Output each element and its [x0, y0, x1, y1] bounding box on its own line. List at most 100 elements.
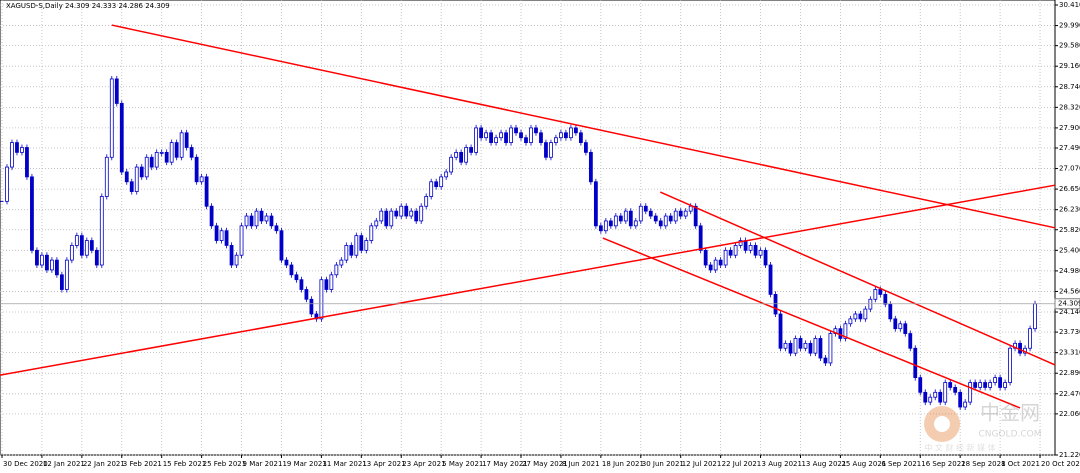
candle	[1018, 342, 1022, 354]
candle	[359, 235, 364, 251]
x-tick-label: 28 Sep 2021	[961, 460, 1005, 468]
y-tick-label: 24.140	[1059, 308, 1080, 316]
header-low: 24.286	[118, 2, 143, 10]
candle	[564, 132, 568, 139]
candle	[94, 249, 99, 266]
x-tick-label: 23 Apr 2021	[402, 460, 445, 468]
candle	[554, 137, 558, 143]
candle	[369, 225, 374, 241]
candle	[918, 377, 923, 393]
watermark-logo	[924, 406, 960, 442]
candle	[499, 132, 503, 139]
plot-area	[0, 0, 1056, 456]
y-tick-label: 29.160	[1059, 62, 1080, 70]
candle	[124, 171, 129, 183]
candle	[883, 293, 888, 305]
candle	[204, 176, 209, 207]
y-tick-label: 26.650	[1059, 185, 1080, 193]
candle	[249, 215, 254, 227]
candle	[274, 225, 279, 232]
candle	[319, 279, 324, 320]
candle	[569, 127, 573, 139]
candle	[334, 264, 339, 276]
candle	[40, 254, 44, 266]
candle	[144, 156, 149, 178]
candle	[489, 132, 493, 143]
candle	[643, 205, 648, 212]
candle	[933, 391, 938, 398]
candle	[399, 205, 404, 217]
candle	[119, 103, 124, 173]
candle	[139, 166, 144, 178]
candle	[524, 137, 528, 143]
candle	[768, 264, 773, 295]
candle	[409, 210, 414, 217]
x-tick-label: 13 Apr 2021	[362, 460, 405, 468]
candle	[389, 210, 394, 227]
x-tick-label: 19 Mar 2021	[282, 460, 326, 468]
candle	[743, 240, 748, 251]
candle	[603, 220, 608, 232]
x-tick-label: 6 Sep 2021	[881, 460, 921, 468]
candle	[708, 264, 713, 271]
candle	[84, 240, 89, 256]
symbol: XAGUSD-S,Daily	[6, 2, 63, 10]
candle	[698, 225, 703, 251]
candle	[114, 78, 119, 104]
candle	[998, 377, 1003, 388]
x-tick-label: 15 Feb 2021	[163, 460, 207, 468]
candle	[748, 245, 753, 251]
candle	[853, 313, 858, 320]
candle	[264, 215, 269, 222]
candle	[224, 230, 229, 246]
candle	[753, 245, 758, 256]
candle	[15, 142, 19, 153]
y-tick-label: 24.980	[1059, 267, 1080, 275]
candle	[1013, 342, 1017, 349]
x-tick-label: 30 Dec 2020	[3, 460, 48, 468]
y-tick-label: 27.900	[1059, 124, 1080, 132]
candle	[1028, 328, 1032, 349]
candle	[309, 298, 314, 315]
candle	[613, 215, 618, 227]
candle	[54, 259, 59, 276]
candle	[429, 181, 434, 197]
candle	[828, 333, 833, 364]
candle	[5, 166, 9, 202]
y-tick-label: 25.400	[1059, 246, 1080, 254]
x-tick-label: 22 Jan 2021	[83, 460, 125, 468]
candle	[289, 264, 294, 276]
watermark: 中金网 CNGOLD.COM 中 文 财 经 新 媒 体	[924, 401, 1042, 453]
x-tick-label: 8 Jun 2021	[562, 460, 600, 468]
y-tick-label: 28.320	[1059, 103, 1080, 111]
candle	[434, 181, 439, 188]
candle	[559, 132, 563, 139]
candle	[514, 127, 518, 134]
candle	[618, 215, 623, 222]
x-tick-label: 3 Feb 2021	[123, 460, 162, 468]
candle	[30, 176, 34, 251]
candle	[898, 323, 903, 330]
candle	[504, 132, 508, 143]
candle	[164, 151, 169, 163]
candle	[79, 235, 84, 256]
candle	[798, 338, 803, 349]
x-tick-label: 3 Aug 2021	[762, 460, 802, 468]
current-price-box	[1054, 298, 1080, 310]
y-tick-label: 22.060	[1059, 410, 1080, 418]
candle	[209, 205, 214, 227]
candle	[304, 289, 309, 300]
candle	[294, 274, 299, 281]
candle	[35, 249, 39, 266]
candle	[973, 382, 978, 388]
x-tick-label: 20 Oct 2021	[1041, 460, 1080, 468]
header-high: 24.333	[92, 2, 117, 10]
y-tick-label: 30.410	[1059, 1, 1080, 9]
candle	[593, 181, 598, 227]
x-tick-label: 31 Mar 2021	[322, 460, 366, 468]
candle	[229, 245, 234, 266]
y-tick-label: 23.310	[1059, 349, 1080, 357]
candle	[678, 210, 683, 217]
watermark-name: 中金网	[980, 401, 1040, 425]
